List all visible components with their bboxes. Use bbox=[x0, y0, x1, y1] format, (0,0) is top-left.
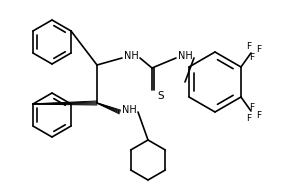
Text: F: F bbox=[256, 111, 262, 120]
Text: NH: NH bbox=[178, 51, 192, 61]
Text: F: F bbox=[249, 103, 255, 112]
Text: F: F bbox=[246, 42, 251, 51]
Text: NH: NH bbox=[122, 105, 136, 115]
Text: F: F bbox=[249, 53, 255, 62]
Text: NH: NH bbox=[124, 51, 139, 61]
Text: F: F bbox=[246, 113, 251, 122]
Text: F: F bbox=[256, 44, 262, 54]
Text: S: S bbox=[157, 91, 164, 101]
